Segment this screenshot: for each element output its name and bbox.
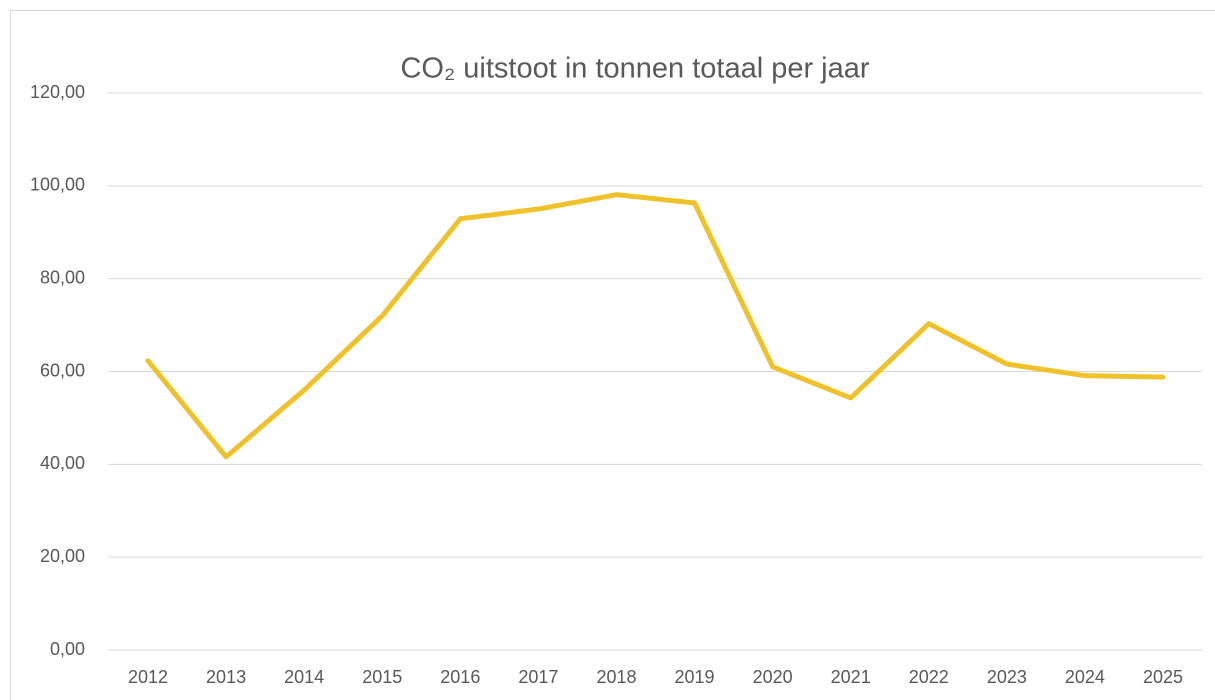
y-tick-label: 40,00 bbox=[40, 453, 85, 473]
x-tick-label: 2018 bbox=[596, 667, 636, 687]
x-tick-label: 2021 bbox=[831, 667, 871, 687]
x-tick-label: 2024 bbox=[1065, 667, 1105, 687]
x-tick-label: 2016 bbox=[440, 667, 480, 687]
x-tick-label: 2015 bbox=[362, 667, 402, 687]
chart-frame bbox=[10, 10, 1215, 700]
x-tick-label: 2022 bbox=[909, 667, 949, 687]
y-tick-label: 120,00 bbox=[30, 82, 85, 102]
x-tick-label: 2017 bbox=[518, 667, 558, 687]
data-line bbox=[145, 192, 1166, 460]
x-tick-label: 2012 bbox=[128, 667, 168, 687]
y-tick-label: 80,00 bbox=[40, 267, 85, 287]
x-tick-label: 2020 bbox=[753, 667, 793, 687]
x-tick-label: 2013 bbox=[206, 667, 246, 687]
x-tick-label: 2019 bbox=[675, 667, 715, 687]
chart-title: CO₂ uitstoot in tonnen totaal per jaar bbox=[400, 53, 869, 85]
y-tick-label: 0,00 bbox=[50, 639, 85, 659]
x-tick-label: 2023 bbox=[987, 667, 1027, 687]
y-tick-label: 60,00 bbox=[40, 360, 85, 380]
x-tick-label: 2014 bbox=[284, 667, 324, 687]
x-tick-label: 2025 bbox=[1143, 667, 1183, 687]
y-tick-label: 100,00 bbox=[30, 175, 85, 195]
y-tick-label: 20,00 bbox=[40, 546, 85, 566]
